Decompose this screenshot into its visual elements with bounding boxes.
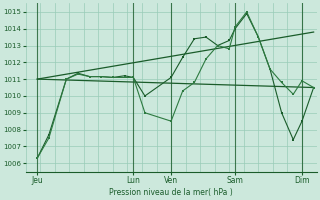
X-axis label: Pression niveau de la mer( hPa ): Pression niveau de la mer( hPa )	[109, 188, 233, 197]
